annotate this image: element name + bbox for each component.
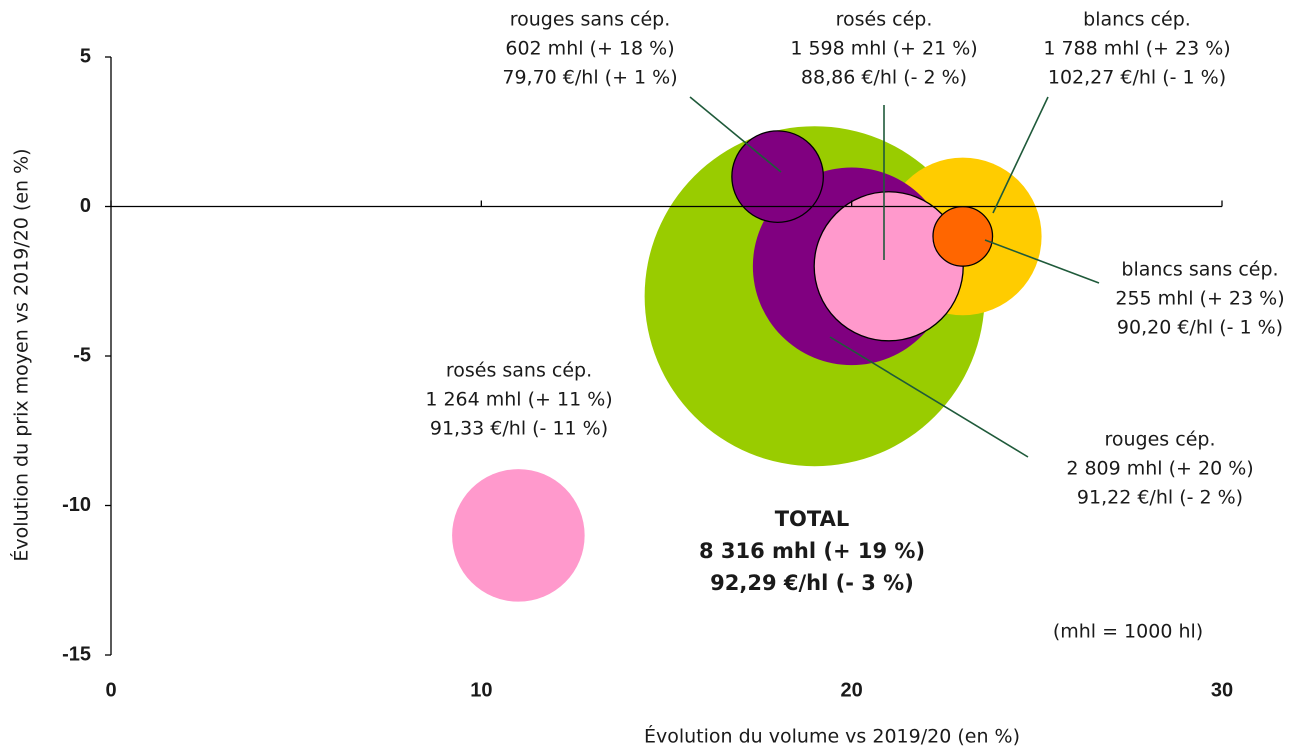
data-label: 255 mhl (+ 23 %)	[1115, 288, 1284, 310]
bubbles	[452, 126, 1042, 602]
bubble	[932, 205, 994, 267]
series-label: rouges cép.	[1105, 429, 1216, 451]
series-label: rouges sans cép.	[510, 9, 671, 31]
x-axis-title: Évolution du volume vs 2019/20 (en %)	[644, 725, 1020, 748]
leader-line	[984, 239, 1100, 284]
y-axis-title: Évolution du prix moyen vs 2019/20 (en %…	[10, 148, 33, 561]
data-label: 90,20 €/hl (- 1 %)	[1117, 317, 1283, 339]
data-label: 88,86 €/hl (- 2 %)	[801, 67, 967, 89]
bubble	[731, 130, 824, 223]
data-label: 2 809 mhl (+ 20 %)	[1066, 458, 1253, 480]
bubble	[813, 191, 964, 342]
y-tick-label: -10	[62, 494, 91, 516]
data-label: 91,33 €/hl (- 11 %)	[430, 418, 608, 440]
y-tick-label: 0	[80, 195, 91, 217]
x-tick-label: 30	[1211, 679, 1233, 701]
data-label: 602 mhl (+ 18 %)	[505, 38, 674, 60]
data-label: 1 264 mhl (+ 11 %)	[425, 389, 612, 411]
data-label: 79,70 €/hl (+ 1 %)	[502, 67, 677, 89]
y-tick-label: -5	[73, 344, 91, 366]
series-label: rosés sans cép.	[446, 360, 592, 382]
data-label: 8 316 mhl (+ 19 %)	[699, 539, 925, 563]
data-label: 92,29 €/hl (- 3 %)	[710, 571, 914, 595]
y-tick-label: -15	[62, 643, 91, 665]
data-label: 91,22 €/hl (- 2 %)	[1077, 487, 1243, 509]
series-label: TOTAL	[775, 507, 850, 531]
series-label: blancs cép.	[1083, 9, 1191, 31]
x-tick-label: 20	[841, 679, 863, 701]
data-label: 1 788 mhl (+ 23 %)	[1043, 38, 1230, 60]
series-label: blancs sans cép.	[1121, 259, 1278, 281]
leader-line	[992, 96, 1049, 214]
y-tick-label: 5	[80, 45, 91, 67]
annotation: (mhl = 1000 hl)	[1053, 621, 1203, 643]
x-tick-label: 10	[470, 679, 492, 701]
series-label: rosés cép.	[836, 9, 933, 31]
leader-line	[829, 336, 1029, 458]
data-label: 1 598 mhl (+ 21 %)	[790, 38, 977, 60]
x-tick-label: 0	[105, 679, 116, 701]
data-label: 102,27 €/hl (- 1 %)	[1048, 67, 1226, 89]
leader-line	[689, 96, 782, 173]
bubble	[452, 469, 585, 602]
